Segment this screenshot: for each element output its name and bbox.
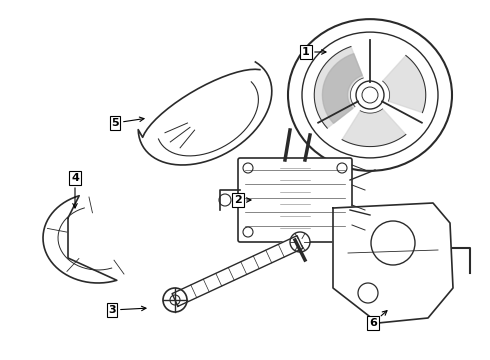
Circle shape bbox=[243, 163, 253, 173]
Circle shape bbox=[356, 81, 384, 109]
Text: 1: 1 bbox=[302, 47, 326, 57]
Circle shape bbox=[371, 221, 415, 265]
Circle shape bbox=[358, 283, 378, 303]
Circle shape bbox=[337, 227, 347, 237]
Polygon shape bbox=[43, 196, 117, 283]
Circle shape bbox=[362, 87, 378, 103]
Text: 6: 6 bbox=[369, 311, 387, 328]
Circle shape bbox=[219, 194, 231, 206]
Text: 5: 5 bbox=[111, 117, 144, 128]
Circle shape bbox=[243, 227, 253, 237]
Polygon shape bbox=[383, 55, 426, 113]
Ellipse shape bbox=[302, 32, 438, 158]
Ellipse shape bbox=[288, 19, 452, 171]
Circle shape bbox=[290, 232, 310, 252]
Polygon shape bbox=[314, 46, 363, 128]
Polygon shape bbox=[138, 62, 272, 165]
Polygon shape bbox=[322, 54, 362, 123]
Polygon shape bbox=[172, 236, 303, 306]
FancyBboxPatch shape bbox=[238, 158, 352, 242]
Polygon shape bbox=[333, 203, 453, 323]
Text: 4: 4 bbox=[71, 173, 79, 208]
Circle shape bbox=[170, 295, 180, 305]
Text: 2: 2 bbox=[234, 195, 251, 205]
Circle shape bbox=[163, 288, 187, 312]
Polygon shape bbox=[342, 109, 406, 147]
Text: 3: 3 bbox=[108, 305, 146, 315]
Circle shape bbox=[337, 163, 347, 173]
